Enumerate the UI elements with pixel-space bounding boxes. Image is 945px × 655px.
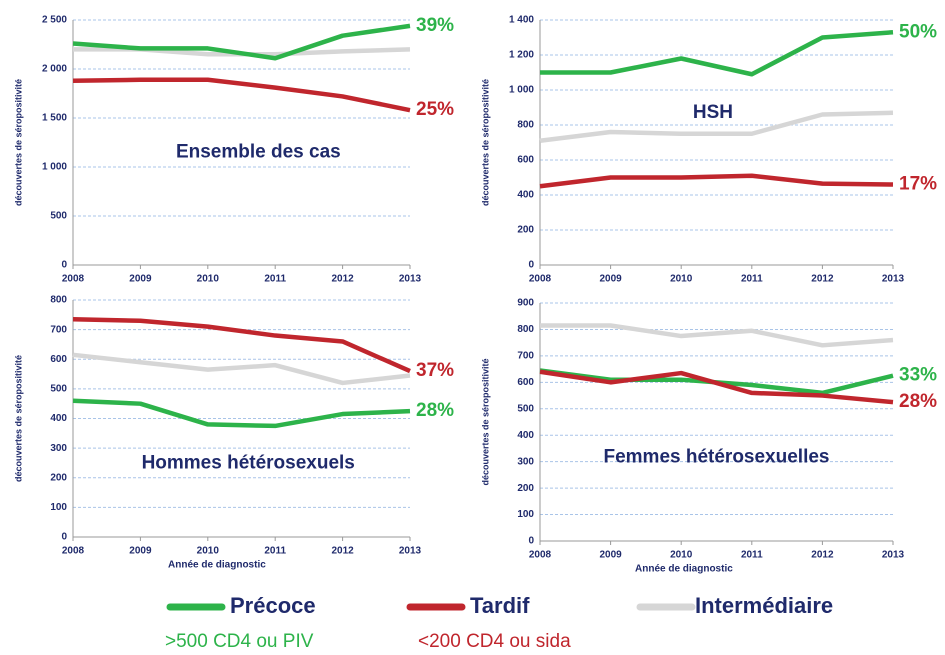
x-tick-label: 2012 — [811, 550, 834, 561]
panel-title: HSH — [693, 102, 733, 123]
x-tick-label: 2010 — [197, 274, 220, 285]
y-tick-label: 700 — [50, 324, 67, 335]
end-label: 28% — [899, 391, 937, 412]
x-tick-label: 2012 — [811, 274, 834, 285]
panel-title: Femmes hétérosexuelles — [603, 447, 829, 468]
y-tick-label: 400 — [50, 413, 67, 424]
y-tick-label: 1 000 — [509, 85, 534, 96]
y-tick-label: 900 — [517, 298, 534, 309]
y-tick-label: 2 500 — [42, 15, 67, 26]
x-tick-label: 2008 — [529, 550, 552, 561]
series-line — [72, 398, 411, 429]
x-tick-label: 2009 — [599, 550, 622, 561]
series-line — [72, 352, 411, 386]
y-tick-label: 1 000 — [42, 162, 67, 173]
y-tick-label: 1 200 — [509, 50, 534, 61]
series-line — [72, 317, 411, 374]
x-axis-label: Année de diagnostic — [168, 560, 266, 571]
y-tick-label: 2 000 — [42, 64, 67, 75]
y-tick-label: 600 — [517, 377, 534, 388]
x-tick-label: 2008 — [529, 274, 552, 285]
y-tick-label: 800 — [50, 295, 67, 306]
series-line — [539, 110, 894, 143]
y-tick-label: 500 — [50, 211, 67, 222]
x-axis-label: Année de diagnostic — [635, 564, 733, 575]
legend-label: Intermédiaire — [695, 593, 833, 618]
y-tick-label: 500 — [50, 384, 67, 395]
y-tick-label: 400 — [517, 430, 534, 441]
y-tick-label: 200 — [50, 472, 67, 483]
legend-label: Précoce — [230, 593, 316, 618]
legend-note: <200 CD4 ou sida — [418, 631, 571, 652]
x-tick-label: 2009 — [129, 274, 152, 285]
y-tick-label: 600 — [517, 155, 534, 166]
y-tick-label: 800 — [517, 324, 534, 335]
series-line — [72, 77, 411, 113]
y-tick-label: 400 — [517, 190, 534, 201]
end-label: 25% — [416, 99, 454, 120]
end-label: 28% — [416, 400, 454, 421]
y-tick-label: 0 — [528, 536, 534, 547]
x-tick-label: 2010 — [670, 550, 693, 561]
panel-title: Ensemble des cas — [176, 141, 341, 162]
end-label: 37% — [416, 360, 454, 381]
end-label: 17% — [899, 174, 937, 195]
series-line — [540, 323, 894, 348]
x-tick-label: 2012 — [331, 546, 354, 557]
y-tick-label: 1 500 — [42, 113, 67, 124]
x-tick-label: 2013 — [882, 274, 905, 285]
y-tick-label: 300 — [517, 456, 534, 467]
x-tick-label: 2013 — [882, 550, 905, 561]
y-tick-label: 100 — [517, 509, 534, 520]
legend-note: >500 CD4 ou PIV — [165, 631, 314, 652]
end-label: 39% — [416, 15, 454, 36]
x-tick-label: 2008 — [62, 546, 85, 557]
x-tick-label: 2013 — [399, 274, 422, 285]
series-line — [539, 173, 894, 189]
panel-title: Hommes hétérosexuels — [142, 453, 355, 474]
x-tick-label: 2011 — [741, 274, 763, 285]
y-axis-label: découvertes de séropositivité — [13, 355, 23, 482]
x-tick-label: 2008 — [62, 274, 85, 285]
x-tick-label: 2010 — [197, 546, 220, 557]
x-tick-label: 2009 — [599, 274, 622, 285]
y-tick-label: 1 400 — [509, 15, 534, 26]
x-tick-label: 2011 — [264, 546, 286, 557]
y-axis-label: découvertes de séropositivité — [480, 79, 490, 206]
x-tick-label: 2009 — [129, 546, 152, 557]
y-axis-label: découvertes de séropositivité — [13, 79, 23, 206]
y-tick-label: 0 — [61, 532, 67, 543]
x-tick-label: 2010 — [670, 274, 693, 285]
y-tick-label: 500 — [517, 403, 534, 414]
x-tick-label: 2012 — [331, 274, 354, 285]
x-tick-label: 2013 — [399, 546, 422, 557]
series-line — [540, 30, 894, 77]
series-line — [72, 23, 411, 61]
legend-label: Tardif — [470, 593, 530, 618]
end-label: 33% — [899, 365, 937, 386]
y-tick-label: 600 — [50, 354, 67, 365]
y-tick-label: 200 — [517, 225, 534, 236]
y-axis-label: découvertes de séropositivité — [480, 358, 490, 485]
x-tick-label: 2011 — [264, 274, 286, 285]
y-tick-label: 200 — [517, 483, 534, 494]
y-tick-label: 100 — [50, 502, 67, 513]
end-label: 50% — [899, 21, 937, 42]
y-tick-label: 300 — [50, 443, 67, 454]
y-tick-label: 0 — [61, 260, 67, 271]
y-tick-label: 800 — [517, 120, 534, 131]
y-tick-label: 700 — [517, 351, 534, 362]
series-line — [539, 369, 894, 405]
y-tick-label: 0 — [528, 260, 534, 271]
x-tick-label: 2011 — [741, 550, 763, 561]
